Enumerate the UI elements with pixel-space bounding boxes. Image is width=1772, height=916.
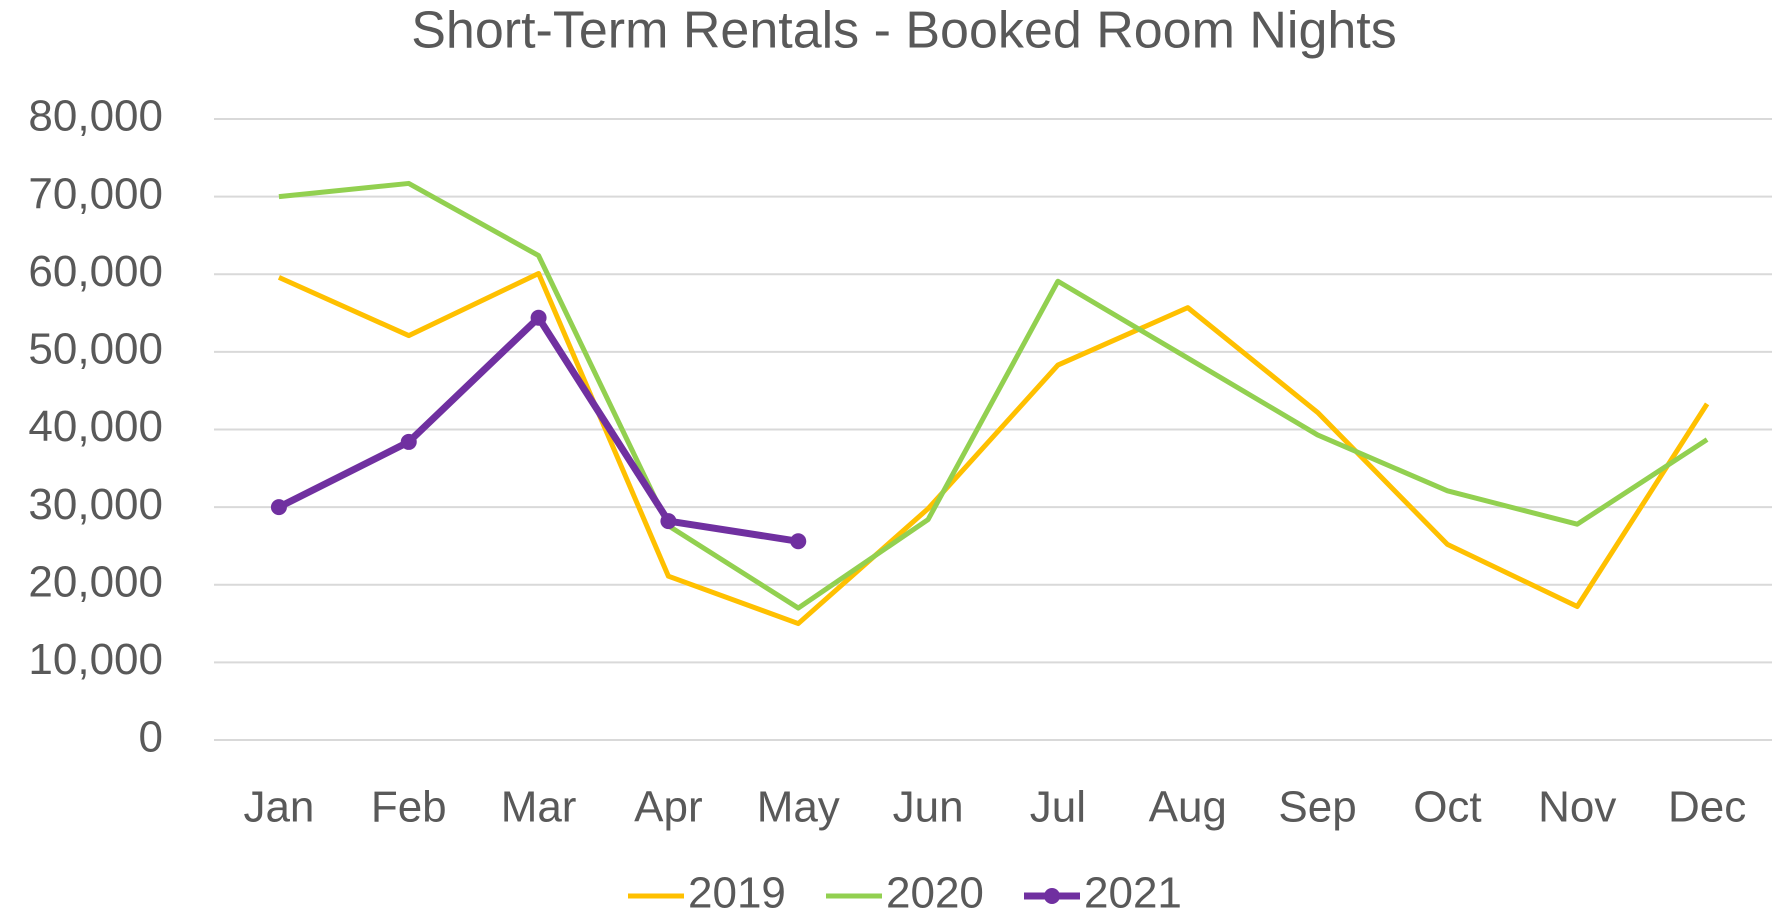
point (530, 309, 547, 326)
chart-title: Short-Term Rentals - Booked Room Nights (411, 2, 1397, 60)
legend-label: 2021 (1084, 869, 1182, 916)
x-tick-label: Sep (1278, 783, 1356, 832)
point (270, 499, 287, 516)
x-tick-label: Jun (893, 783, 964, 832)
x-tick-label: Oct (1413, 783, 1481, 832)
point (790, 533, 807, 550)
y-tick-label: 0 (139, 713, 163, 762)
y-tick-label: 10,000 (28, 635, 163, 684)
y-tick-label: 60,000 (28, 247, 163, 296)
y-tick-label: 30,000 (28, 480, 163, 529)
x-tick-label: Nov (1538, 783, 1616, 832)
y-tick-label: 20,000 (28, 557, 163, 606)
series-line (277, 270, 1710, 627)
legend-label: 2019 (688, 869, 786, 916)
y-tick-label: 40,000 (28, 402, 163, 451)
y-tick-label: 70,000 (28, 169, 163, 218)
x-tick-label: Dec (1668, 783, 1746, 832)
x-tick-label: May (757, 783, 840, 832)
point (660, 513, 677, 530)
point (400, 433, 417, 450)
x-tick-label: Feb (371, 783, 447, 832)
series-line (278, 180, 1709, 611)
x-tick-label: Jan (243, 783, 314, 832)
x-tick-label: Aug (1149, 783, 1227, 832)
legend-marker (1044, 888, 1060, 904)
x-tick-label: Apr (634, 783, 702, 832)
x-tick-label: Mar (501, 783, 577, 832)
x-tick-label: Jul (1030, 783, 1086, 832)
y-tick-label: 80,000 (28, 92, 163, 141)
legend-label: 2020 (886, 869, 984, 916)
y-tick-label: 50,000 (28, 325, 163, 374)
